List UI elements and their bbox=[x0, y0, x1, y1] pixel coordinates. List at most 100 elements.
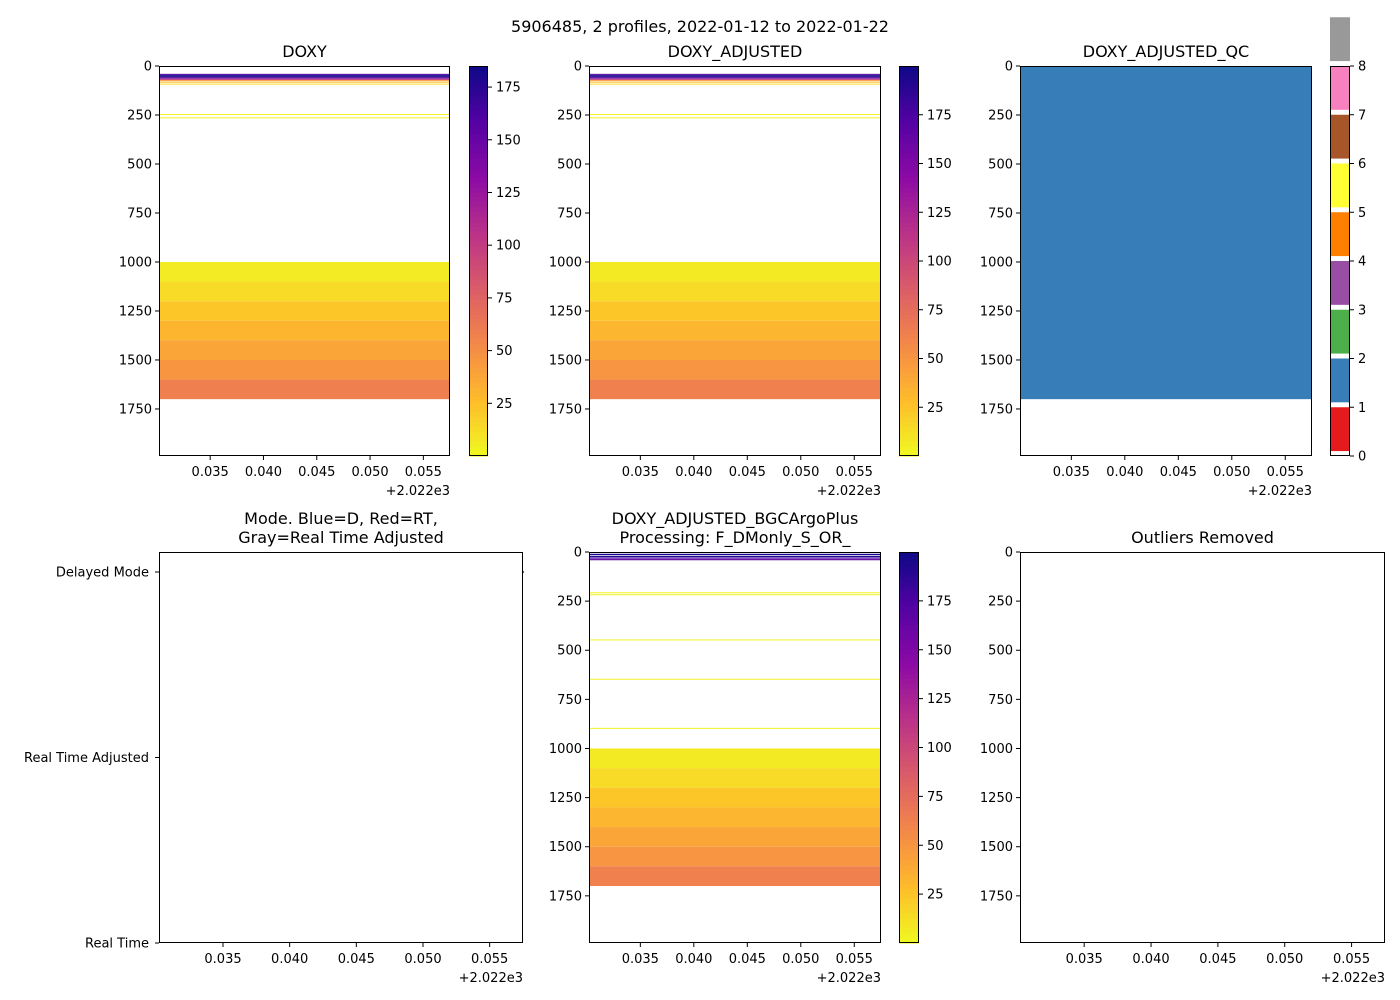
y-category-label: Delayed Mode bbox=[56, 566, 149, 581]
colorbar-segment bbox=[899, 70, 919, 77]
colorbar-segment bbox=[899, 426, 919, 433]
colorbar-segment bbox=[899, 820, 919, 827]
x-tick-label: 0.045 bbox=[1160, 465, 1197, 480]
colorbar-segment bbox=[899, 747, 919, 753]
colorbar-segment bbox=[469, 280, 488, 286]
colorbar-segment bbox=[899, 884, 919, 890]
subplot-title: Mode. Blue=D, Red=RT, bbox=[244, 509, 438, 528]
colorbar-tick-label: 150 bbox=[496, 133, 521, 148]
x-tick-label: 0.055 bbox=[1333, 952, 1370, 967]
colorbar-segment bbox=[899, 615, 919, 622]
colorbar-segment bbox=[899, 378, 919, 384]
x-offset-label: +2.022e3 bbox=[386, 484, 450, 499]
data-layer bbox=[589, 768, 881, 788]
colorbar-segment bbox=[899, 290, 919, 296]
colorbar-segment bbox=[899, 114, 919, 121]
colorbar-tick-label: 50 bbox=[496, 344, 513, 359]
colorbar-segment bbox=[469, 426, 488, 433]
colorbar-segment bbox=[899, 791, 919, 797]
colorbar-segment bbox=[899, 635, 919, 641]
colorbar-segment bbox=[899, 835, 919, 841]
colorbar-segment bbox=[469, 397, 488, 403]
data-layer bbox=[589, 379, 881, 400]
colorbar-segment bbox=[899, 231, 919, 238]
x-offset-label: +2.022e3 bbox=[1321, 971, 1385, 986]
y-tick-label: 250 bbox=[557, 108, 582, 123]
data-layer bbox=[589, 678, 881, 680]
colorbar-segment bbox=[899, 382, 919, 389]
colorbar-segment bbox=[469, 363, 488, 369]
y-tick-label: 1250 bbox=[549, 304, 582, 319]
x-tick-label: 0.050 bbox=[351, 465, 388, 480]
colorbar-segment bbox=[469, 446, 488, 452]
data-layer bbox=[589, 639, 881, 641]
colorbar-segment bbox=[469, 222, 488, 228]
colorbar-segment bbox=[469, 368, 488, 374]
colorbar-segment bbox=[899, 718, 919, 724]
data-layer bbox=[159, 320, 450, 341]
colorbar-segment bbox=[899, 742, 919, 749]
y-tick-label: 1500 bbox=[980, 353, 1013, 368]
data-layer bbox=[589, 727, 881, 729]
colorbar-segment bbox=[899, 100, 919, 106]
x-tick-label: 0.040 bbox=[1106, 465, 1143, 480]
colorbar-segment bbox=[899, 576, 919, 582]
colorbar-segment bbox=[469, 75, 488, 82]
colorbar-segment bbox=[899, 109, 919, 116]
colorbar-segment bbox=[469, 436, 488, 442]
colorbar-segment bbox=[469, 114, 488, 121]
colorbar-segment bbox=[469, 246, 488, 252]
colorbar-segment bbox=[899, 353, 919, 360]
colorbar-segment bbox=[899, 938, 919, 944]
colorbar-segment bbox=[899, 153, 919, 160]
colorbar-segment bbox=[899, 373, 919, 379]
colorbar-segment bbox=[899, 674, 919, 680]
y-tick-label: 750 bbox=[988, 206, 1013, 221]
data-layer bbox=[1020, 66, 1312, 400]
colorbar-tick-label: 50 bbox=[927, 352, 944, 367]
colorbar-segment bbox=[899, 402, 919, 408]
colorbar-segment bbox=[899, 874, 919, 881]
colorbar-segment bbox=[469, 105, 488, 111]
colorbar-segment bbox=[469, 309, 488, 316]
data-layer bbox=[159, 117, 450, 119]
colorbar-segment bbox=[469, 290, 488, 296]
colorbar-segment bbox=[899, 226, 919, 233]
colorbar-segment bbox=[469, 412, 488, 418]
colorbar-segment bbox=[899, 644, 919, 651]
colorbar-segment bbox=[899, 683, 919, 690]
colorbar-segment bbox=[899, 158, 919, 165]
x-tick-label: 0.040 bbox=[675, 952, 712, 967]
colorbar-segment bbox=[899, 85, 919, 91]
colorbar-segment bbox=[899, 913, 919, 920]
colorbar-frame bbox=[469, 66, 488, 456]
colorbar-segment bbox=[899, 767, 919, 773]
data-layer bbox=[159, 73, 450, 75]
colorbar-segment bbox=[899, 654, 919, 661]
colorbar-segment bbox=[899, 855, 919, 861]
y-tick-label: 1750 bbox=[119, 402, 152, 417]
colorbar-segment bbox=[899, 664, 919, 670]
x-tick-label: 0.055 bbox=[471, 952, 508, 967]
colorbar-segment bbox=[899, 197, 919, 204]
colorbar-tick-label: 175 bbox=[927, 594, 952, 609]
y-tick-label: 0 bbox=[1005, 60, 1013, 75]
colorbar-segment bbox=[899, 187, 919, 194]
y-tick-label: 1500 bbox=[549, 840, 582, 855]
colorbar-segment bbox=[469, 173, 488, 179]
axes-frame bbox=[589, 552, 881, 943]
colorbar-tick-label: 75 bbox=[927, 790, 944, 805]
y-tick-label: 1000 bbox=[980, 255, 1013, 270]
colorbar-tick-label: 100 bbox=[496, 239, 521, 254]
data-layer bbox=[589, 787, 881, 808]
colorbar-segment bbox=[899, 256, 919, 262]
y-category-label: Real Time bbox=[85, 937, 149, 952]
colorbar-segment bbox=[469, 285, 488, 291]
colorbar-segment bbox=[899, 119, 919, 126]
data-layer bbox=[159, 359, 450, 380]
colorbar-segment bbox=[469, 192, 488, 199]
y-tick-label: 500 bbox=[557, 644, 582, 659]
colorbar-segment bbox=[899, 358, 919, 364]
data-layer bbox=[589, 76, 881, 78]
